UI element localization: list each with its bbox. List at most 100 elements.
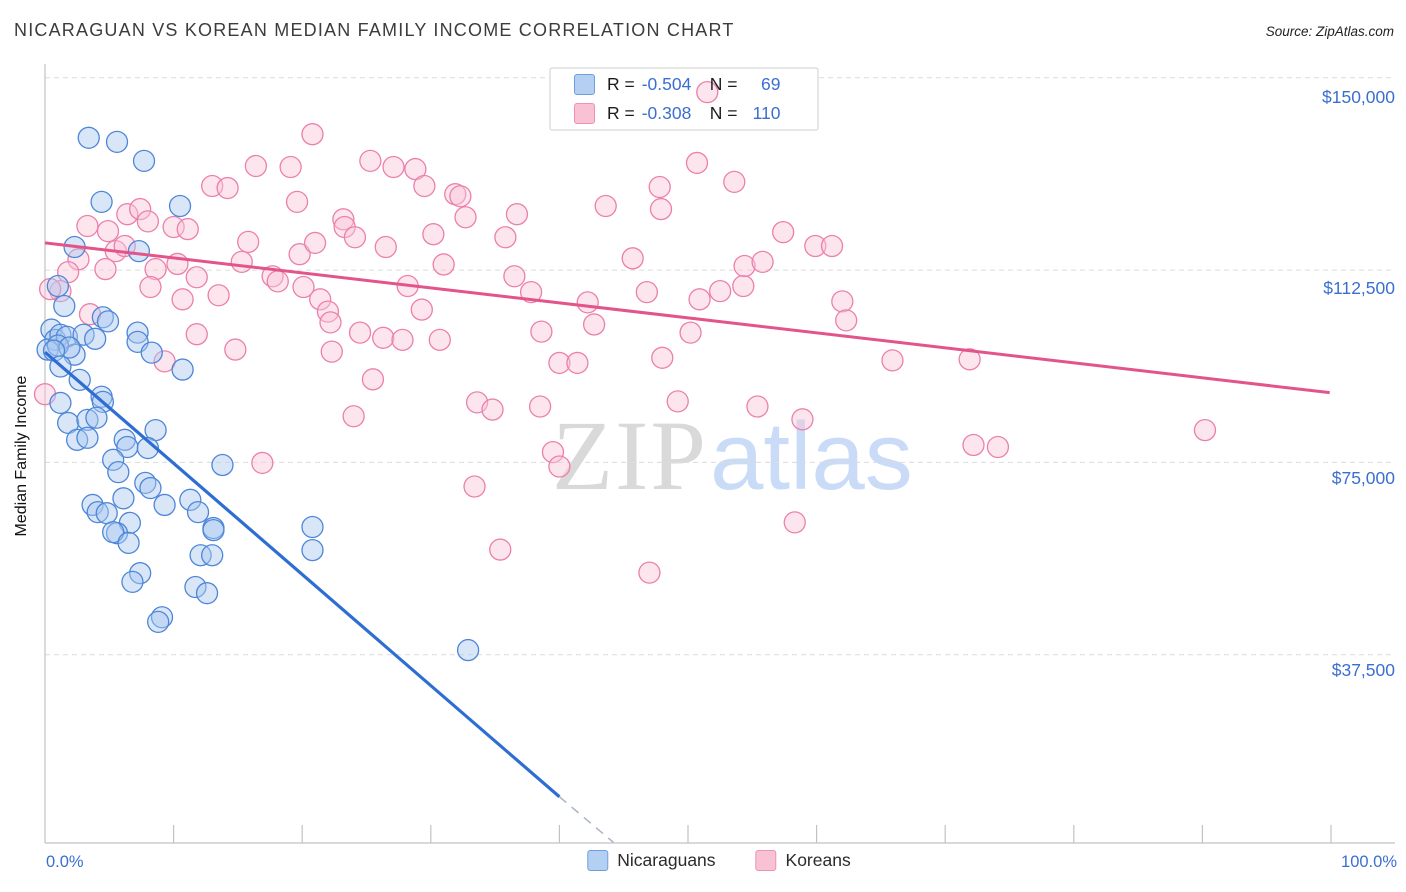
scatter-point-nicaraguans[interactable] xyxy=(211,453,234,477)
scatter-point-nicaraguans[interactable] xyxy=(126,321,149,344)
scatter-point-nicaraguans[interactable] xyxy=(153,493,176,517)
scatter-point-koreans[interactable] xyxy=(432,253,455,276)
scatter-point-koreans[interactable] xyxy=(751,250,774,274)
scatter-point-nicaraguans[interactable] xyxy=(84,327,107,350)
scatter-point-koreans[interactable] xyxy=(320,340,343,363)
scatter-point-koreans[interactable] xyxy=(820,234,844,258)
scatter-point-koreans[interactable] xyxy=(230,250,253,274)
scatter-point-koreans[interactable] xyxy=(733,254,756,278)
scatter-point-koreans[interactable] xyxy=(494,226,517,249)
scatter-point-koreans[interactable] xyxy=(342,405,365,428)
scatter-point-nicaraguans[interactable] xyxy=(46,274,70,298)
scatter-point-koreans[interactable] xyxy=(309,288,332,311)
scatter-point-koreans[interactable] xyxy=(1193,418,1217,442)
scatter-point-koreans[interactable] xyxy=(428,328,451,351)
scatter-point-koreans[interactable] xyxy=(651,346,674,369)
scatter-point-koreans[interactable] xyxy=(410,298,433,321)
scatter-point-koreans[interactable] xyxy=(303,231,327,255)
scatter-point-koreans[interactable] xyxy=(541,440,565,464)
scatter-point-koreans[interactable] xyxy=(503,265,526,288)
scatter-point-koreans[interactable] xyxy=(136,210,160,233)
scatter-point-nicaraguans[interactable] xyxy=(147,610,170,634)
scatter-point-koreans[interactable] xyxy=(76,214,99,238)
scatter-point-koreans[interactable] xyxy=(332,208,355,231)
scatter-point-nicaraguans[interactable] xyxy=(95,502,118,525)
scatter-point-nicaraguans[interactable] xyxy=(127,239,151,263)
scatter-point-koreans[interactable] xyxy=(679,321,702,344)
scatter-point-nicaraguans[interactable] xyxy=(121,570,144,594)
scatter-point-koreans[interactable] xyxy=(831,290,854,313)
scatter-point-nicaraguans[interactable] xyxy=(186,500,210,524)
scatter-point-koreans[interactable] xyxy=(237,230,260,254)
scatter-point-koreans[interactable] xyxy=(279,155,302,179)
scatter-point-koreans[interactable] xyxy=(732,274,755,298)
scatter-point-nicaraguans[interactable] xyxy=(129,562,152,585)
scatter-point-koreans[interactable] xyxy=(505,203,529,226)
scatter-point-nicaraguans[interactable] xyxy=(76,426,99,449)
scatter-point-koreans[interactable] xyxy=(454,206,477,229)
scatter-point-koreans[interactable] xyxy=(251,451,274,475)
scatter-point-nicaraguans[interactable] xyxy=(86,500,109,524)
scatter-point-koreans[interactable] xyxy=(185,323,208,346)
scatter-point-nicaraguans[interactable] xyxy=(117,531,140,555)
scatter-point-koreans[interactable] xyxy=(301,123,324,146)
scatter-point-koreans[interactable] xyxy=(288,243,311,266)
scatter-point-koreans[interactable] xyxy=(986,435,1010,459)
scatter-point-koreans[interactable] xyxy=(696,81,719,104)
scatter-point-nicaraguans[interactable] xyxy=(168,194,192,218)
scatter-point-koreans[interactable] xyxy=(594,194,617,218)
scatter-point-koreans[interactable] xyxy=(530,320,553,343)
scatter-point-koreans[interactable] xyxy=(224,338,247,361)
scatter-point-nicaraguans[interactable] xyxy=(456,638,480,662)
scatter-point-koreans[interactable] xyxy=(489,538,512,561)
scatter-point-koreans[interactable] xyxy=(638,561,661,584)
scatter-point-koreans[interactable] xyxy=(709,279,732,303)
scatter-point-koreans[interactable] xyxy=(422,223,445,246)
scatter-point-koreans[interactable] xyxy=(374,235,397,259)
scatter-point-nicaraguans[interactable] xyxy=(184,575,207,599)
scatter-point-koreans[interactable] xyxy=(216,176,239,200)
scatter-point-nicaraguans[interactable] xyxy=(85,406,108,429)
scatter-point-nicaraguans[interactable] xyxy=(105,130,129,154)
scatter-point-koreans[interactable] xyxy=(481,398,504,421)
scatter-point-nicaraguans[interactable] xyxy=(139,476,162,500)
scatter-point-koreans[interactable] xyxy=(519,281,543,304)
scatter-point-koreans[interactable] xyxy=(463,475,486,498)
scatter-point-koreans[interactable] xyxy=(348,321,372,344)
scatter-point-nicaraguans[interactable] xyxy=(77,126,100,149)
scatter-point-koreans[interactable] xyxy=(685,151,709,175)
scatter-point-nicaraguans[interactable] xyxy=(179,488,202,511)
scatter-point-koreans[interactable] xyxy=(783,511,806,534)
scatter-point-koreans[interactable] xyxy=(528,395,552,418)
scatter-point-koreans[interactable] xyxy=(382,155,405,179)
scatter-point-koreans[interactable] xyxy=(449,185,472,208)
scatter-point-koreans[interactable] xyxy=(635,281,658,304)
scatter-point-koreans[interactable] xyxy=(582,313,606,336)
scatter-point-koreans[interactable] xyxy=(139,275,162,299)
scatter-point-koreans[interactable] xyxy=(144,257,167,281)
scatter-point-koreans[interactable] xyxy=(772,221,795,244)
scatter-point-koreans[interactable] xyxy=(361,368,385,391)
scatter-point-nicaraguans[interactable] xyxy=(72,323,95,346)
scatter-point-nicaraguans[interactable] xyxy=(301,515,324,539)
scatter-point-koreans[interactable] xyxy=(621,247,644,270)
scatter-point-koreans[interactable] xyxy=(548,455,571,478)
scatter-point-koreans[interactable] xyxy=(162,215,185,239)
scatter-point-koreans[interactable] xyxy=(649,197,673,221)
scatter-point-koreans[interactable] xyxy=(359,149,382,173)
scatter-point-koreans[interactable] xyxy=(171,288,194,311)
scatter-point-koreans[interactable] xyxy=(958,348,981,371)
scatter-point-nicaraguans[interactable] xyxy=(96,310,120,333)
scatter-point-nicaraguans[interactable] xyxy=(171,358,194,381)
scatter-point-koreans[interactable] xyxy=(566,351,589,375)
scatter-point-nicaraguans[interactable] xyxy=(112,487,135,510)
scatter-point-koreans[interactable] xyxy=(791,408,814,431)
scatter-point-nicaraguans[interactable] xyxy=(102,520,125,544)
scatter-point-nicaraguans[interactable] xyxy=(53,294,76,318)
scatter-point-nicaraguans[interactable] xyxy=(140,341,163,364)
scatter-point-koreans[interactable] xyxy=(207,284,230,307)
scatter-point-nicaraguans[interactable] xyxy=(189,544,212,567)
scatter-point-koreans[interactable] xyxy=(881,349,904,372)
scatter-point-koreans[interactable] xyxy=(185,266,208,289)
scatter-point-nicaraguans[interactable] xyxy=(49,391,72,415)
